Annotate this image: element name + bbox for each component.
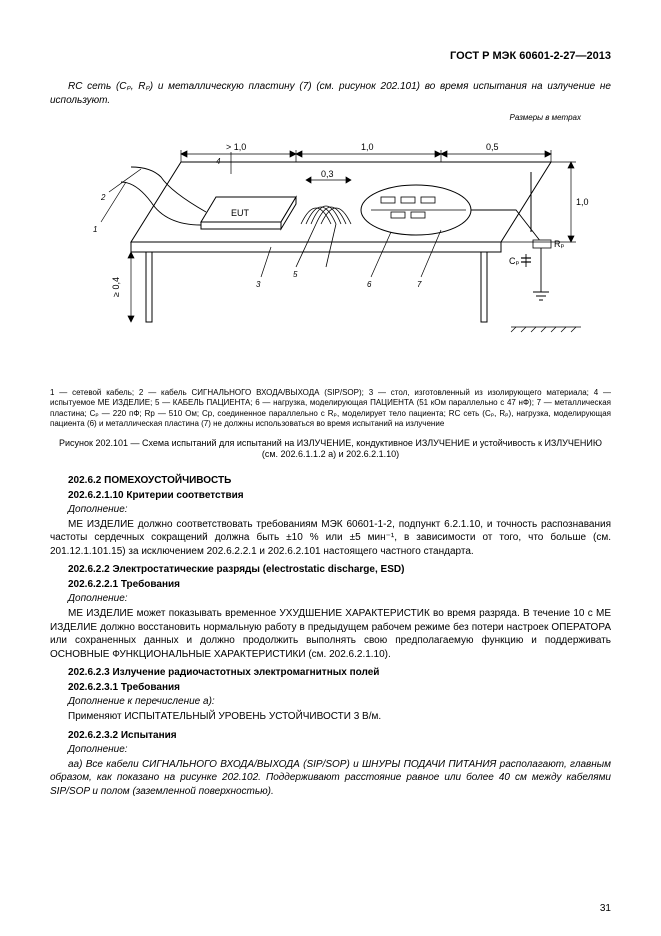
para-level: Применяют ИСПЫТАТЕЛЬНЫЙ УРОВЕНЬ УСТОЙЧИВ… [50,710,611,724]
figure-caption: Рисунок 202.101 — Схема испытаний для ис… [50,438,611,461]
para-esd: МЕ ИЗДЕЛИЕ может показывать временное УХ… [50,607,611,661]
callout-3: 3 [256,280,261,289]
eut-label: EUT [231,208,250,218]
section-202-6-2-3-1: 202.6.2.3.1 Требования [50,682,611,693]
dim-5: 1,0 [576,197,589,207]
callout-4: 4 [216,157,221,166]
section-202-6-2-3-2: 202.6.2.3.2 Испытания [50,730,611,741]
doc-header: ГОСТ Р МЭК 60601-2-27—2013 [50,50,611,62]
section-202-6-2-1-10: 202.6.2.1.10 Критерии соответствия [50,490,611,501]
addition-label-a: Дополнение к перечисление a): [50,696,611,707]
dim-3: 0,5 [486,142,499,152]
intro-paragraph: RC сеть (Cₚ, Rₚ) и металлическую пластин… [50,80,611,107]
cp-label: Cₚ [509,256,519,266]
para-aa: аа) Все кабели СИГНАЛЬНОГО ВХОДА/ВЫХОДА … [50,758,611,799]
figure-202-101: EUT Rₚ [50,132,611,382]
page: ГОСТ Р МЭК 60601-2-27—2013 RC сеть (Cₚ, … [0,0,661,936]
rp-label: Rₚ [554,239,564,249]
para-compliance: МЕ ИЗДЕЛИЕ должно соответствовать требов… [50,518,611,559]
section-202-6-2-3: 202.6.2.3 Излучение радиочастотных элект… [50,667,611,678]
callout-6: 6 [367,280,372,289]
section-202-6-2-2: 202.6.2.2 Электростатические разряды (el… [50,564,611,575]
test-setup-diagram: EUT Rₚ [71,132,591,382]
addition-label-2: Дополнение: [50,593,611,604]
figure-legend: 1 — сетевой кабель; 2 — кабель СИГНАЛЬНО… [50,388,611,430]
dim-caption: Размеры в метрах [50,113,581,122]
addition-label-3: Дополнение: [50,744,611,755]
addition-label-1: Дополнение: [50,504,611,515]
section-202-6-2: 202.6.2 ПОМЕХОУСТОЙЧИВОСТЬ [50,475,611,486]
section-202-6-2-2-1: 202.6.2.2.1 Требования [50,579,611,590]
dim-4: 0,3 [321,169,334,179]
dim-2: 1,0 [361,142,374,152]
callout-7: 7 [417,280,422,289]
callout-5: 5 [293,270,298,279]
dim-6: ≥ 0,4 [111,277,121,297]
dim-1: > 1,0 [226,142,246,152]
callout-2: 2 [100,193,106,202]
callout-1: 1 [93,225,97,234]
page-number: 31 [600,903,611,914]
